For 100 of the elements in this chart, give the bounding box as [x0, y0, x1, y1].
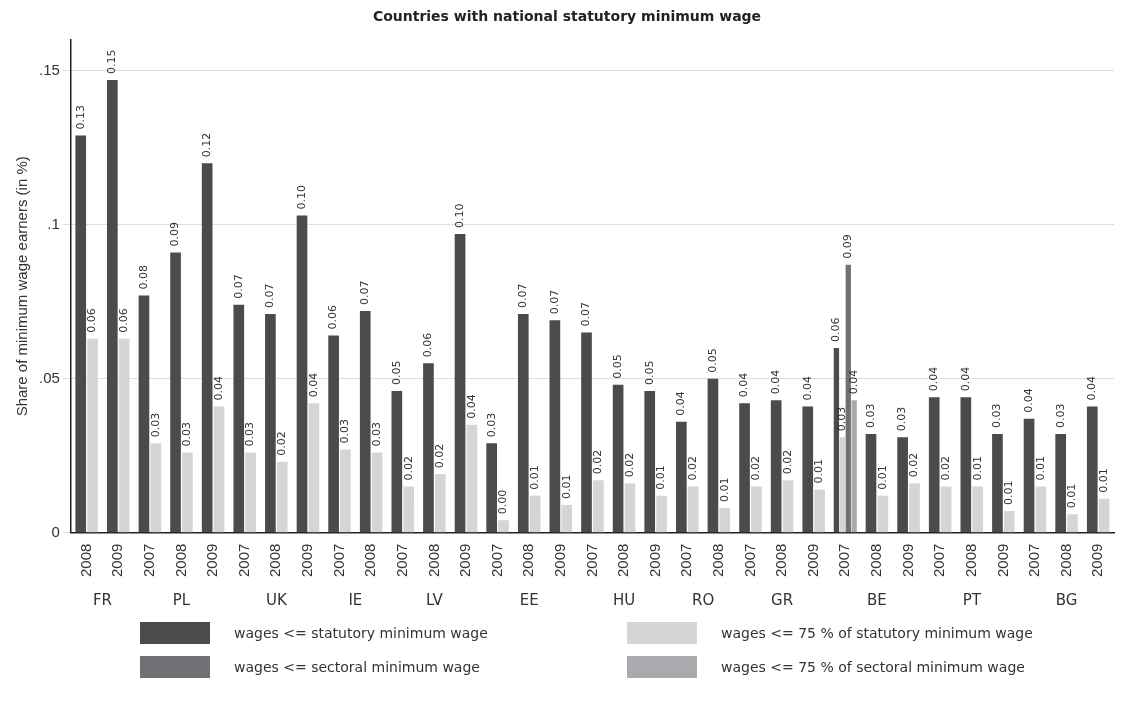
- text: EE: [519, 591, 539, 610]
- data-label: 0.01: [970, 455, 984, 481]
- data-label: 0.03: [180, 422, 194, 447]
- bar: [1086, 406, 1098, 533]
- bar: [296, 215, 308, 533]
- data-label: 0.02: [401, 455, 415, 481]
- x-tick-label: 2009: [1088, 543, 1106, 578]
- bar: [498, 520, 509, 533]
- data-label: 0.05: [705, 348, 719, 373]
- data-label: 0.00: [496, 489, 510, 515]
- legend-label: wages <= 75 % of sectoral minimum wage: [721, 659, 1025, 675]
- data-label: 0.04: [847, 369, 861, 395]
- x-tick-label: 2008: [709, 543, 727, 578]
- x-tick-label: 2007: [1025, 543, 1043, 578]
- bar: [308, 403, 320, 533]
- bar: [529, 495, 541, 533]
- x-tick-label: 2009: [108, 543, 126, 578]
- bar: [1023, 418, 1035, 533]
- bar: [1067, 514, 1078, 533]
- bar: [391, 391, 403, 533]
- x-tick-label: 2008: [266, 543, 284, 578]
- bar: [687, 486, 699, 533]
- data-label: 0.01: [1065, 483, 1079, 509]
- data-label: 0.01: [559, 474, 573, 499]
- bar: [814, 489, 825, 533]
- bar: [676, 421, 687, 533]
- data-label: 0.02: [433, 443, 447, 469]
- bar: [340, 449, 351, 533]
- data-label: 0.03: [369, 422, 383, 447]
- bar: [581, 332, 592, 533]
- data-label: 0.02: [686, 455, 700, 481]
- data-label: 0.03: [338, 419, 352, 444]
- bar: [1055, 434, 1066, 533]
- data-label: 0.04: [306, 372, 320, 398]
- bar: [371, 452, 383, 533]
- data-label: 0.09: [841, 234, 855, 259]
- x-tick-label: 2007: [392, 543, 410, 578]
- bar: [561, 504, 573, 533]
- x-tick-label: 2008: [772, 543, 790, 578]
- y-axis-title: Share of minimum wage earners (in %): [13, 156, 31, 417]
- data-label: 0.07: [579, 302, 593, 327]
- bar: [549, 320, 561, 533]
- data-label: 0.01: [1096, 468, 1110, 493]
- legend-label: wages <= sectoral minimum wage: [234, 659, 480, 675]
- x-tick-label: 2009: [456, 543, 474, 578]
- data-label: 0.03: [835, 406, 849, 432]
- data-label: 0.04: [737, 372, 751, 398]
- data-label: 0.08: [136, 265, 150, 290]
- text: PT: [962, 591, 982, 610]
- data-label: 0.06: [326, 305, 340, 330]
- bar: [276, 461, 288, 533]
- data-label: 0.15: [105, 49, 119, 75]
- bar: [960, 397, 972, 533]
- bar: [845, 264, 851, 533]
- x-tick-label: 2007: [582, 543, 600, 578]
- bar: [138, 295, 150, 533]
- data-label: 0.06: [85, 308, 99, 333]
- x-tick-label: 2007: [140, 543, 158, 578]
- data-label: 0.10: [294, 185, 308, 210]
- bar: [182, 452, 193, 533]
- data-label: 0.01: [654, 465, 668, 490]
- x-tick-label: 2009: [803, 543, 821, 578]
- text: LV: [425, 591, 444, 610]
- chart-title: Countries with national statutory minimum wage: [371, 8, 763, 26]
- data-label: 0.06: [829, 317, 843, 342]
- text: IE: [348, 591, 363, 610]
- data-label: 0.01: [875, 465, 889, 490]
- data-label: 0.04: [211, 375, 225, 401]
- text: BE: [867, 591, 887, 610]
- bar: [245, 452, 256, 533]
- x-tick-label: 2008: [171, 543, 189, 578]
- data-label: 0.02: [275, 431, 289, 456]
- x-tick-label: 2009: [203, 543, 221, 578]
- bar: [201, 163, 213, 533]
- bar: [909, 483, 920, 533]
- bar: [233, 304, 245, 533]
- bar: [802, 406, 814, 533]
- data-label: 0.06: [421, 332, 435, 358]
- x-tick-label: 2009: [550, 543, 568, 578]
- bar: [656, 495, 667, 533]
- data-label: 0.01: [717, 477, 731, 502]
- data-label: 0.04: [800, 375, 814, 401]
- data-label: 0.02: [622, 452, 636, 478]
- data-label: 0.06: [117, 308, 131, 333]
- x-tick-label: 2007: [487, 543, 505, 578]
- bar: [423, 363, 434, 533]
- x-tick-label: 2008: [1056, 543, 1074, 578]
- bar: [928, 397, 940, 533]
- x-tick-label: 2009: [298, 543, 316, 578]
- data-label: 0.04: [1085, 375, 1099, 401]
- bar: [877, 495, 889, 533]
- bar: [612, 384, 624, 533]
- data-label: 0.05: [642, 360, 656, 385]
- bar: [719, 508, 731, 533]
- bar: [466, 424, 478, 533]
- bar: [1035, 486, 1047, 533]
- x-tick-label: 2009: [645, 543, 663, 578]
- x-tick-label: 2008: [519, 543, 537, 578]
- bar: [782, 480, 794, 533]
- data-label: 0.03: [484, 412, 498, 438]
